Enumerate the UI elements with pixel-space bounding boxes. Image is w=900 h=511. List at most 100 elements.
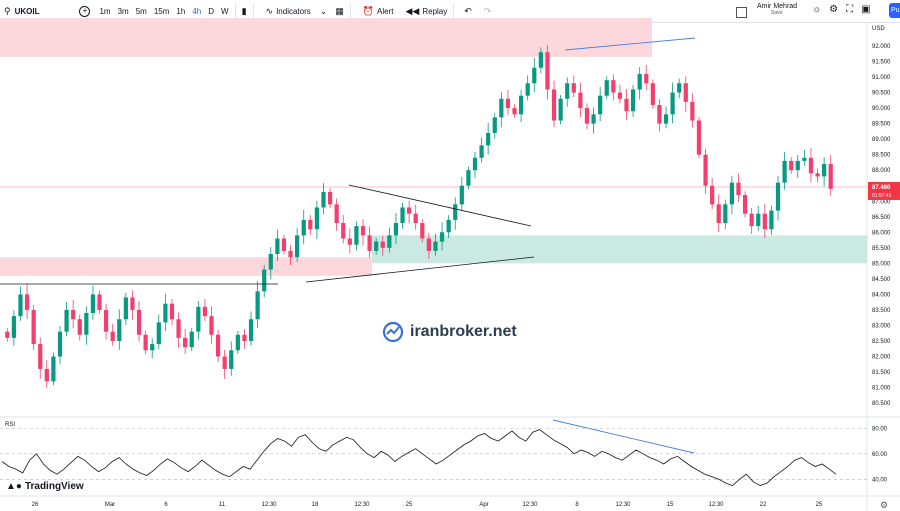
price-tick-label: 87.000	[872, 199, 891, 205]
candle-body	[202, 306, 208, 317]
replay-button[interactable]: ◀◀ Replay	[405, 5, 448, 16]
divider	[252, 4, 254, 18]
candle-body	[262, 269, 267, 292]
candle-body	[57, 331, 63, 357]
candle-body	[426, 238, 431, 251]
candle-body	[657, 104, 662, 124]
candle-body	[71, 309, 76, 320]
tradingview-label: TradingView	[24, 481, 84, 492]
price-tick-label: 88.000	[872, 168, 891, 174]
candle-body	[795, 160, 800, 171]
divider	[349, 4, 351, 18]
candle-body	[584, 108, 590, 124]
timeframe-d[interactable]: D	[208, 6, 215, 16]
candle-body	[110, 331, 115, 341]
candle-body	[538, 52, 543, 68]
candle-body	[407, 207, 412, 214]
candle-body	[591, 114, 596, 124]
candle-body	[393, 222, 399, 236]
candle-body	[439, 232, 445, 242]
time-tick-label: 11	[219, 502, 226, 508]
settings-icon[interactable]: ⚙	[829, 4, 839, 15]
time-tick-label: 12:30	[354, 502, 370, 508]
candle-body	[400, 207, 405, 223]
candle-body	[742, 195, 748, 214]
candle-body	[314, 207, 320, 230]
timeframe-1h[interactable]: 1h	[176, 6, 186, 16]
indicators-label: Indicators	[276, 6, 311, 16]
timeframe-15m[interactable]: 15m	[153, 6, 170, 16]
tradingview-logo: ▲● TradingView	[6, 481, 84, 492]
candle-body	[347, 238, 352, 245]
symbol-name[interactable]: UKOIL	[14, 6, 40, 16]
candle-body	[598, 95, 603, 115]
price-tick-label: 82.000	[872, 355, 891, 361]
candle-body	[558, 98, 563, 121]
redo-icon[interactable]: ↷	[483, 5, 492, 16]
candle-body	[321, 191, 326, 208]
candle-body	[683, 83, 688, 102]
last-price-label: 87.460	[872, 185, 891, 191]
candle-body	[433, 241, 438, 251]
timeframe-1m[interactable]: 1m	[99, 6, 111, 16]
add-symbol-button[interactable]: +	[79, 5, 91, 17]
time-tick-label: 12:30	[615, 502, 631, 508]
candle-body	[459, 185, 464, 205]
candle-body	[630, 89, 636, 112]
timeframe-w[interactable]: W	[221, 6, 229, 16]
price-trendline	[564, 37, 696, 51]
candle-body	[578, 92, 583, 109]
user-area[interactable]: Amir Mehrad Save	[736, 3, 797, 18]
candle-body	[242, 334, 247, 341]
candle-body	[703, 154, 708, 186]
alert-button[interactable]: ⏰ Alert	[363, 6, 394, 16]
price-tick-label: 89.000	[872, 137, 891, 143]
indicators-button[interactable]: ∿ Indicators ⌄	[266, 6, 328, 16]
candle-body	[492, 117, 497, 133]
price-tick-label: 83.500	[872, 308, 891, 314]
time-tick-label: Apr	[479, 502, 488, 508]
camera-icon[interactable]: ▣	[861, 4, 871, 15]
candle-body	[617, 92, 623, 99]
replay-icon: ◀◀	[405, 5, 420, 16]
checkbox-icon[interactable]	[736, 7, 747, 18]
timeframe-3m[interactable]: 3m	[117, 6, 129, 16]
candle-body	[663, 114, 669, 124]
candle-body	[11, 316, 16, 338]
timeframe-4h[interactable]: 4h	[192, 6, 202, 16]
fullscreen-icon[interactable]: ⛶	[846, 4, 854, 15]
candle-body	[769, 210, 774, 230]
candle-body	[505, 98, 511, 109]
price-tick-label: 90.000	[872, 106, 891, 112]
candle-body	[209, 316, 214, 335]
search-icon[interactable]: ⚲	[4, 5, 11, 16]
candle-body	[183, 337, 188, 348]
candle-body	[334, 204, 339, 223]
candle-body	[235, 334, 240, 351]
candle-body	[716, 204, 721, 223]
candle-body	[802, 157, 807, 161]
layout-icon[interactable]: ▦	[335, 5, 344, 16]
snapshot-icon[interactable]: ☼	[812, 4, 822, 15]
candle-body	[136, 309, 142, 335]
candle-body	[308, 219, 313, 230]
user-name: Amir Mehrad	[757, 3, 798, 10]
candle-body	[123, 297, 128, 320]
candle-type-icon[interactable]: ▮	[241, 5, 247, 16]
price-tick-label: 91.000	[872, 75, 891, 81]
timeframe-5m[interactable]: 5m	[135, 6, 147, 16]
candle-body	[624, 98, 629, 112]
candle-body	[472, 157, 478, 171]
publish-button[interactable]: Pu	[889, 3, 900, 18]
time-tick-label: 15	[667, 502, 674, 508]
candle-body	[255, 291, 260, 320]
candle-body	[486, 132, 491, 146]
price-tick-label: 85.000	[872, 261, 891, 267]
candle-body	[84, 313, 89, 335]
chart-settings-icon[interactable]: ⚙	[880, 500, 889, 510]
price-tick-label: 88.500	[872, 153, 891, 159]
candle-body	[736, 182, 741, 196]
undo-icon[interactable]: ↶	[464, 5, 472, 16]
candle-body	[512, 108, 517, 115]
